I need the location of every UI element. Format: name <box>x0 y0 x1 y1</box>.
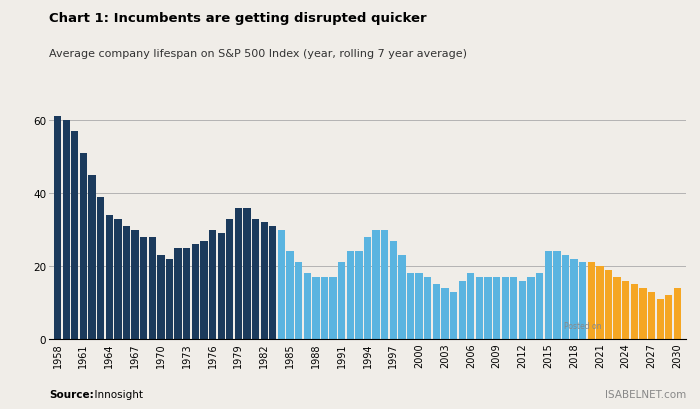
Bar <box>407 274 414 339</box>
Bar <box>166 259 173 339</box>
Bar <box>458 281 466 339</box>
Bar <box>450 292 457 339</box>
Bar <box>381 230 388 339</box>
Bar <box>174 248 182 339</box>
Bar <box>278 230 285 339</box>
Bar <box>218 234 225 339</box>
Bar <box>613 277 621 339</box>
Bar <box>158 256 164 339</box>
Bar <box>493 277 500 339</box>
Bar <box>622 281 629 339</box>
Bar <box>209 230 216 339</box>
Bar <box>252 219 259 339</box>
Bar <box>260 222 268 339</box>
Bar <box>476 277 483 339</box>
Bar <box>148 237 156 339</box>
Bar <box>536 274 543 339</box>
Bar <box>510 277 517 339</box>
Bar <box>286 252 294 339</box>
Bar <box>673 288 681 339</box>
Bar <box>346 252 354 339</box>
Bar <box>80 153 87 339</box>
Bar <box>226 219 233 339</box>
Text: Innosight: Innosight <box>88 389 143 399</box>
Text: ISABELNET.com: ISABELNET.com <box>605 389 686 399</box>
Bar <box>545 252 552 339</box>
Bar <box>398 256 405 339</box>
Bar <box>330 277 337 339</box>
Text: Average company lifespan on S&P 500 Index (year, rolling 7 year average): Average company lifespan on S&P 500 Inde… <box>49 49 467 59</box>
Bar <box>321 277 328 339</box>
Bar <box>372 230 380 339</box>
Bar <box>390 241 397 339</box>
Bar <box>605 270 612 339</box>
Bar <box>553 252 561 339</box>
Text: Posted on: Posted on <box>564 321 601 330</box>
Bar <box>639 288 647 339</box>
Bar <box>88 175 96 339</box>
Bar <box>62 121 70 339</box>
Bar <box>484 277 491 339</box>
Bar <box>140 237 147 339</box>
Bar <box>122 226 130 339</box>
Bar <box>527 277 535 339</box>
Bar <box>424 277 431 339</box>
Bar <box>97 197 104 339</box>
Bar <box>665 296 673 339</box>
Bar <box>467 274 475 339</box>
Bar <box>244 208 251 339</box>
Bar <box>579 263 587 339</box>
Bar <box>270 226 276 339</box>
Bar <box>132 230 139 339</box>
Bar <box>596 267 603 339</box>
Bar <box>562 256 569 339</box>
Bar <box>648 292 655 339</box>
Bar <box>312 277 319 339</box>
Bar <box>416 274 423 339</box>
Bar <box>192 245 199 339</box>
Bar <box>234 208 242 339</box>
Bar <box>657 299 664 339</box>
Bar <box>441 288 449 339</box>
Bar <box>570 259 578 339</box>
Bar <box>114 219 122 339</box>
Bar <box>588 263 595 339</box>
Bar <box>71 131 78 339</box>
Bar <box>502 277 509 339</box>
Text: Source:: Source: <box>49 389 94 399</box>
Bar <box>338 263 345 339</box>
Bar <box>106 216 113 339</box>
Bar <box>54 117 62 339</box>
Bar <box>519 281 526 339</box>
Bar <box>433 285 440 339</box>
Bar <box>200 241 208 339</box>
Text: Chart 1: Incumbents are getting disrupted quicker: Chart 1: Incumbents are getting disrupte… <box>49 12 426 25</box>
Bar <box>304 274 311 339</box>
Bar <box>364 237 371 339</box>
Bar <box>355 252 363 339</box>
Bar <box>631 285 638 339</box>
Bar <box>295 263 302 339</box>
Bar <box>183 248 190 339</box>
